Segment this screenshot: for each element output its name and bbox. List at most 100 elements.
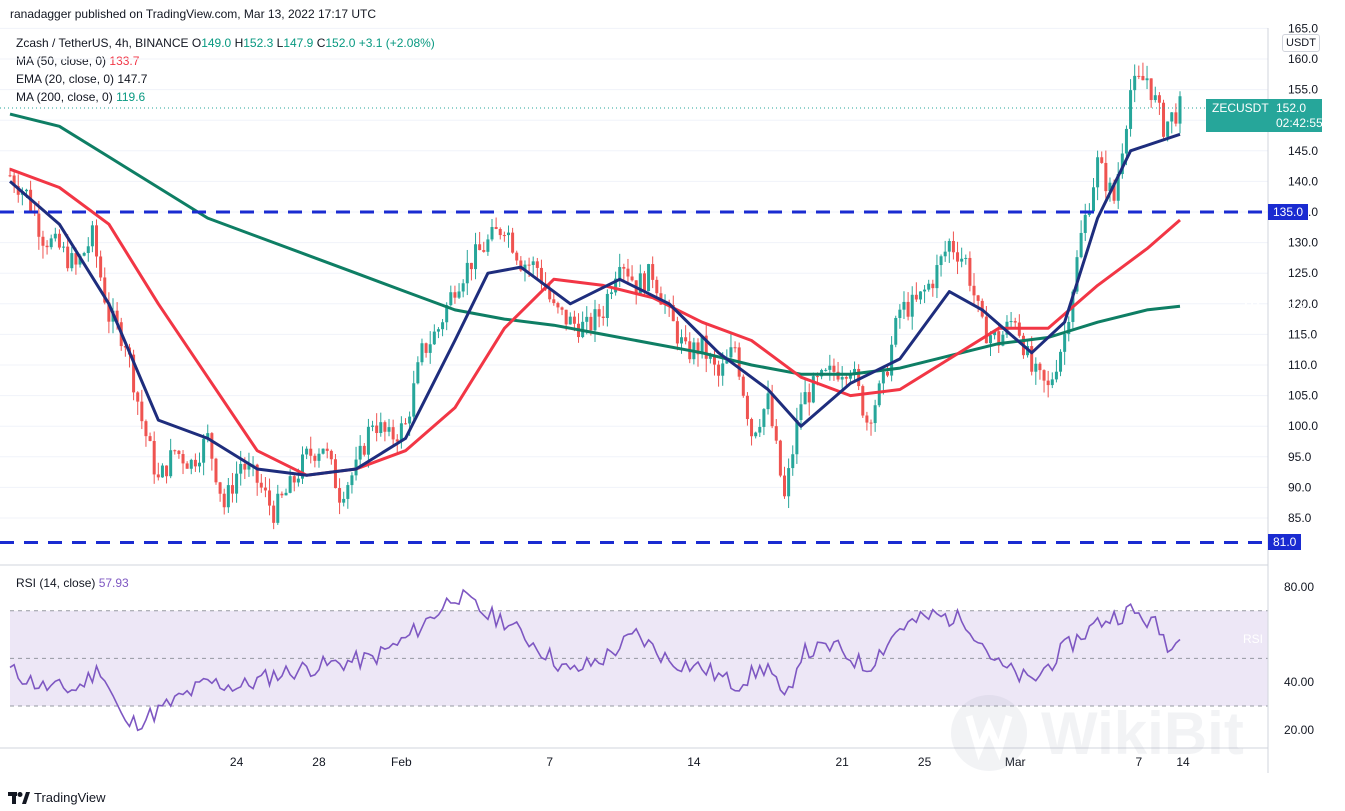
candle-body	[585, 316, 589, 322]
candle-body	[708, 355, 712, 359]
candle-body	[828, 365, 832, 370]
candle-body	[1001, 334, 1005, 346]
candle-body	[671, 305, 675, 322]
candle-body	[741, 376, 745, 396]
price-tick-label: 85.0	[1288, 511, 1312, 525]
candle-body	[230, 485, 234, 494]
candle-body	[202, 438, 206, 463]
tradingview-brand[interactable]: TradingView	[34, 790, 106, 805]
candle-body	[988, 335, 992, 344]
candle-body	[165, 465, 169, 477]
candle-body	[474, 244, 478, 270]
candle-body	[1054, 371, 1058, 380]
candle-body	[651, 264, 655, 280]
candle-body	[947, 240, 951, 252]
candle-body	[325, 448, 329, 451]
rsi-tick-label: 20.00	[1284, 723, 1314, 737]
candle-body	[1141, 75, 1145, 81]
rsi-label: RSI (14, close)	[16, 576, 96, 590]
candle-body	[791, 454, 795, 469]
ma50-row[interactable]: MA (50, close, 0) 133.7	[16, 52, 435, 70]
candle-body	[449, 292, 453, 306]
currency-selector[interactable]: USDT	[1282, 34, 1320, 52]
candle-body	[750, 419, 754, 437]
candle-body	[115, 310, 119, 323]
rsi-legend[interactable]: RSI (14, close) 57.93	[16, 576, 129, 590]
candle-body	[181, 454, 185, 464]
candle-body	[976, 295, 980, 301]
candle-body	[1162, 102, 1166, 137]
publish-info: ranadagger published on TradingView.com,…	[10, 7, 377, 21]
candle-body	[1100, 157, 1104, 163]
candle-body	[403, 423, 407, 425]
candle-body	[745, 395, 749, 420]
candle-body	[53, 233, 57, 239]
ema20-row[interactable]: EMA (20, close, 0) 147.7	[16, 70, 435, 88]
candle-body	[292, 476, 296, 483]
candle-body	[482, 250, 486, 252]
wikibit-wordmark: WikiBit	[1041, 700, 1244, 767]
candle-body	[795, 420, 799, 455]
candle-body	[902, 301, 906, 310]
candle-body	[597, 309, 601, 317]
candle-body	[305, 448, 309, 455]
candle-body	[132, 354, 136, 393]
candle-body	[206, 433, 210, 439]
candle-body	[333, 459, 337, 489]
price-tick-label: 120.0	[1288, 297, 1318, 311]
candle-body	[350, 475, 354, 486]
candle-body	[342, 498, 346, 503]
candle-body	[152, 440, 156, 475]
candle-body	[366, 426, 370, 455]
time-tick-label: 14	[1176, 755, 1190, 769]
candle-body	[696, 342, 700, 355]
candle-body	[395, 439, 399, 442]
candle-body	[276, 493, 280, 523]
candle-body	[972, 285, 976, 296]
candle-body	[469, 262, 473, 270]
candle-body	[511, 232, 515, 253]
candle-body	[1067, 321, 1071, 335]
ma50-label: MA (50, close, 0)	[16, 54, 107, 68]
candle-body	[502, 235, 506, 237]
candle-body	[317, 453, 321, 461]
wikibit-watermark: WikiBit	[951, 695, 1244, 771]
candle-body	[379, 422, 383, 434]
time-tick-label: 14	[687, 755, 701, 769]
candle-body	[890, 344, 894, 376]
candle-body	[1116, 174, 1120, 201]
ema20-value: 147.7	[117, 72, 148, 86]
rsi-tag-value: 57.93	[1276, 632, 1307, 646]
symbol-title[interactable]: Zcash / TetherUS, 4h, BINANCE	[16, 36, 189, 50]
candle-body	[956, 252, 960, 262]
candle-body	[564, 309, 568, 325]
candle-body	[156, 474, 160, 478]
candle-body	[338, 488, 342, 503]
candle-body	[1133, 75, 1137, 91]
candle-body	[918, 291, 922, 300]
price-tick-label: 95.0	[1288, 450, 1312, 464]
ma200-row[interactable]: MA (200, close, 0) 119.6	[16, 88, 435, 106]
candle-body	[1120, 153, 1124, 175]
candle-body	[844, 377, 848, 379]
candle-body	[684, 337, 688, 342]
change-value: +3.1 (+2.08%)	[358, 36, 435, 50]
candle-body	[66, 246, 70, 269]
candle-body	[173, 450, 177, 452]
candle-body	[766, 393, 770, 410]
ma50-tag-name: MA	[1244, 223, 1262, 237]
candle-body	[717, 364, 721, 376]
price-tick-label: 165.0	[1288, 21, 1318, 35]
candle-body	[490, 227, 494, 240]
candle-body	[1083, 214, 1087, 233]
candle-body	[622, 266, 626, 269]
ema-tag-name: EMA	[1238, 132, 1265, 146]
ma200-value: 119.6	[116, 90, 146, 104]
candle-body	[498, 228, 502, 236]
candle-body	[935, 265, 939, 289]
candle-body	[198, 462, 202, 467]
time-tick-label: 24	[230, 755, 244, 769]
candle-body	[700, 335, 704, 355]
candle-body	[873, 405, 877, 424]
